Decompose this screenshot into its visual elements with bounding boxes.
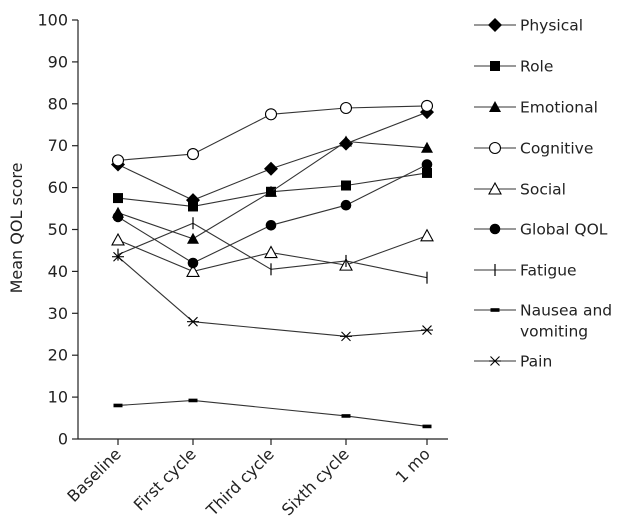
data-point-pain: [187, 316, 199, 327]
x-tick-label: Third cycle: [202, 444, 278, 520]
series-social: [111, 228, 434, 277]
data-point-cognitive: [339, 101, 353, 115]
series-cognitive: [111, 99, 434, 167]
legend-label: Emotional: [520, 99, 598, 117]
data-point-emotional: [421, 141, 433, 153]
legend-marker-role: [490, 61, 500, 71]
legend-item-pain: Pain: [474, 353, 552, 371]
legend-item-nausea-and-vomiting: Nausea and vomiting: [474, 302, 612, 341]
x-tick-label: Baseline: [63, 444, 124, 505]
data-point-cognitive: [420, 99, 434, 112]
legend-label: Fatigue: [520, 262, 577, 280]
data-point-social: [420, 228, 434, 242]
legend-label: Nausea and vomiting: [520, 302, 612, 341]
legend-label: Pain: [520, 353, 552, 371]
legend-item-physical: Physical: [474, 17, 583, 35]
chart-axes: 0 10 20 30 40 50 60 70 80 90 100 Baseline First cycl…: [37, 11, 448, 520]
legend-item-emotional: Emotional: [474, 99, 598, 117]
x-tick-label: 1 mo: [392, 444, 434, 486]
y-tick-label: 10: [48, 388, 68, 407]
data-point-role: [113, 193, 123, 204]
y-tick-label: 0: [58, 430, 68, 449]
data-point-pain: [340, 331, 352, 342]
legend-marker-global-qol: [489, 223, 501, 235]
data-point-global-qol: [421, 159, 433, 170]
data-point-pain: [112, 251, 124, 262]
data-point-global-qol: [340, 199, 352, 211]
data-point-emotional: [265, 185, 277, 197]
data-point-role: [341, 180, 351, 191]
legend-marker-pain: [489, 356, 501, 366]
y-tick-label: 80: [48, 94, 68, 113]
legend-item-global-qol: Global QOL: [474, 221, 608, 239]
data-point-role: [188, 201, 198, 212]
series-global-qol: [112, 159, 433, 269]
legend-label: Social: [520, 181, 566, 199]
series-nausea-and-vomiting: [113, 398, 432, 429]
data-point-social: [264, 245, 278, 259]
y-tick-label: 30: [48, 304, 68, 323]
data-point-nausea-and-vomiting: [113, 403, 123, 408]
legend-marker-nausea-and-vomiting: [490, 308, 500, 312]
y-tick-label: 60: [48, 178, 68, 197]
series-line-nausea-and-vomiting: [117, 399, 428, 427]
legend-marker-emotional: [489, 101, 501, 112]
y-tick-label: 100: [37, 11, 68, 30]
data-point-emotional: [340, 135, 352, 147]
series-layer: [111, 99, 434, 429]
legend-label: Cognitive: [520, 140, 593, 158]
series-emotional: [112, 135, 433, 244]
data-point-cognitive: [111, 154, 125, 167]
legend-marker-cognitive: [488, 141, 502, 155]
legend-item-social: Social: [474, 181, 566, 199]
y-axis-label: Mean QOL score: [7, 163, 26, 294]
y-tick-label: 50: [48, 220, 68, 239]
data-point-global-qol: [112, 211, 124, 223]
data-point-nausea-and-vomiting: [422, 424, 432, 429]
series-fatigue: [117, 217, 428, 284]
legend-label: Physical: [520, 17, 583, 35]
x-tick-label: Sixth cycle: [278, 444, 353, 519]
legend-label: Global QOL: [520, 221, 608, 239]
legend-marker-physical: [488, 18, 502, 32]
legend-label: Role: [520, 58, 553, 76]
data-point-emotional: [187, 232, 199, 244]
series-pain: [112, 251, 433, 342]
data-point-social: [186, 264, 200, 277]
data-point-nausea-and-vomiting: [188, 398, 198, 403]
series-line-pain: [117, 256, 428, 337]
data-point-nausea-and-vomiting: [341, 414, 351, 418]
chart-legend: Physical Role Emotional Cognitive Social Glob…: [474, 17, 612, 371]
y-tick-label: 40: [48, 262, 68, 281]
legend-item-role: Role: [474, 58, 553, 76]
data-point-pain: [421, 325, 433, 335]
legend-marker-social: [488, 181, 502, 195]
data-point-cognitive: [186, 148, 200, 161]
y-tick-label: 70: [48, 136, 68, 155]
data-point-physical: [264, 161, 278, 176]
data-point-role: [422, 167, 432, 178]
legend-item-fatigue: Fatigue: [474, 262, 577, 280]
data-point-global-qol: [187, 257, 199, 269]
x-tick-label: First cycle: [130, 444, 200, 514]
data-point-social: [111, 232, 125, 246]
legend-item-cognitive: Cognitive: [474, 140, 593, 158]
data-point-cognitive: [264, 108, 278, 121]
y-tick-label: 20: [48, 346, 68, 365]
y-tick-label: 90: [48, 52, 68, 71]
data-point-global-qol: [265, 220, 277, 231]
